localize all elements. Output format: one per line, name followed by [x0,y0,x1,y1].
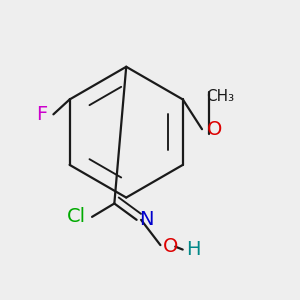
Text: H: H [186,240,200,259]
Text: F: F [36,105,47,124]
Text: N: N [140,210,154,229]
Text: O: O [206,120,222,139]
Text: CH₃: CH₃ [206,89,235,104]
Text: O: O [164,237,179,256]
Text: Cl: Cl [67,207,86,226]
